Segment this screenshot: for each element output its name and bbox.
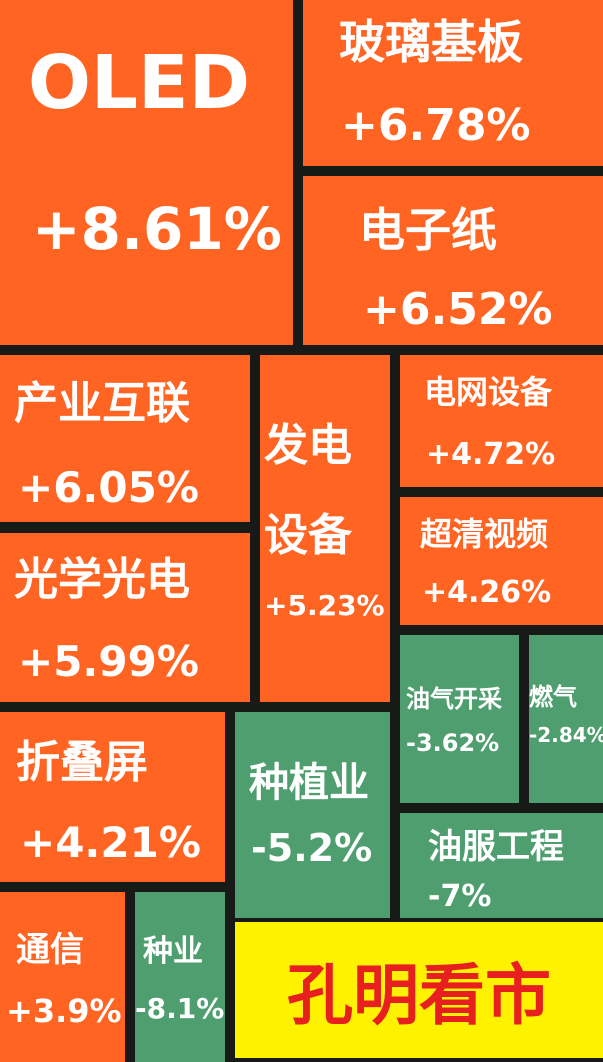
tile-change: -2.84% <box>529 723 603 747</box>
tile-change: -5.2% <box>251 826 373 870</box>
tile-label: 电网设备 <box>424 373 553 411</box>
tile-change: +5.23% <box>264 589 385 622</box>
treemap-tile: 折叠屏 +4.21% <box>0 712 225 882</box>
treemap-tile: 超清视频 +4.26% <box>400 497 603 625</box>
tile-label: 种植业 <box>249 760 369 806</box>
tile-change: +6.52% <box>363 284 553 335</box>
brand-text: 孔明看市 <box>287 957 551 1034</box>
tile-label: 玻璃基板 <box>339 15 523 69</box>
tile-label: OLED <box>28 40 251 126</box>
tile-label: 通信 <box>16 930 84 970</box>
treemap-tile: 电子纸 +6.52% <box>303 176 603 345</box>
tile-label: 油气开采 <box>406 685 502 713</box>
tile-change: +8.61% <box>32 195 282 263</box>
tile-change: +3.9% <box>6 992 122 1030</box>
tile-label: 电子纸 <box>359 203 497 257</box>
treemap-tile: 电网设备 +4.72% <box>400 355 603 487</box>
treemap-tile: 种业 -8.1% <box>135 892 225 1062</box>
treemap-tile: 种植业 -5.2% <box>235 712 390 918</box>
tile-change: +4.26% <box>422 575 552 610</box>
treemap-tile: 燃气 -2.84% <box>529 635 603 803</box>
treemap-tile: 通信 +3.9% <box>0 892 125 1062</box>
tile-label: 超清视频 <box>420 515 549 553</box>
tile-label: 油服工程 <box>428 827 564 867</box>
treemap-tile: 光学光电 +5.99% <box>0 533 250 702</box>
treemap-tile: 玻璃基板 +6.78% <box>303 0 603 166</box>
tile-label: 种业 <box>143 934 203 969</box>
tile-change: -8.1% <box>135 992 225 1025</box>
tile-label: 折叠屏 <box>16 737 148 788</box>
tile-change: +6.78% <box>341 100 531 151</box>
tile-change: +6.05% <box>18 463 199 512</box>
tile-change: +4.21% <box>20 818 201 867</box>
treemap-tile: OLED +8.61% <box>0 0 293 345</box>
brand-banner: 孔明看市 <box>235 922 603 1058</box>
tile-label: 产业互联 <box>14 378 190 429</box>
tile-change: +5.99% <box>18 637 199 686</box>
treemap-tile: 油服工程 -7% <box>400 813 603 918</box>
tile-label: 光学光电 <box>14 554 190 605</box>
tile-change: +4.72% <box>426 437 556 472</box>
tile-label: 燃气 <box>529 683 577 711</box>
tile-label: 发电设备 <box>264 420 352 561</box>
tile-change: -3.62% <box>406 729 500 757</box>
treemap-tile: 发电设备 +5.23% <box>260 355 390 702</box>
treemap-tile: 产业互联 +6.05% <box>0 355 250 522</box>
tile-change: -7% <box>428 879 492 914</box>
treemap-tile: 油气开采 -3.62% <box>400 635 519 803</box>
